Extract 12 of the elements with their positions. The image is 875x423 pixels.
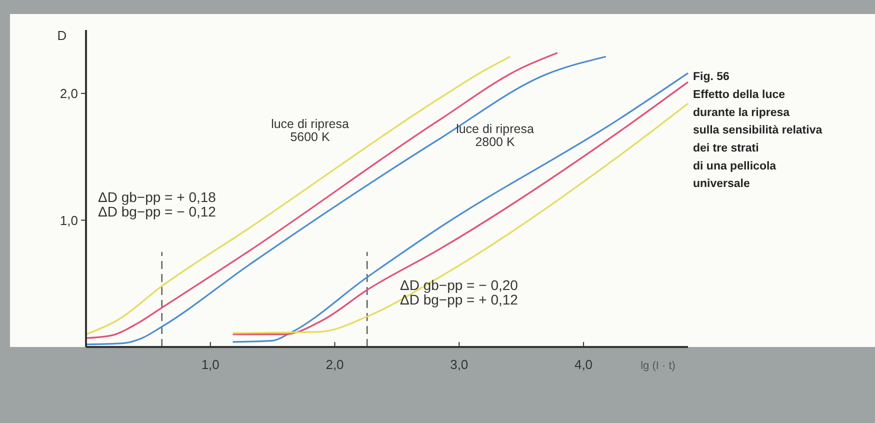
annotation: luce di ripresa 2800 K <box>456 122 534 150</box>
text: Fig. 56 <box>693 71 730 83</box>
x-axis-title: lg (I · t) <box>640 360 676 372</box>
x-tick-label: 4,0 <box>574 357 593 372</box>
annotation: ΔD gb−pp = − 0,20 ΔD bg−pp = + 0,12 <box>400 277 518 308</box>
text: Effetto della luce durante la ripresa sulla sensibilità relativa dei tre strati di una pellicola universale <box>693 89 823 190</box>
annotation: ΔD gb−pp = + 0,18 ΔD bg−pp = − 0,12 <box>98 189 216 220</box>
x-tick-label: 3,0 <box>450 357 468 372</box>
x-tick-label: 2,0 <box>326 357 344 372</box>
annotation: luce di ripresa 5600 K <box>271 117 349 144</box>
x-tick-label: 1,0 <box>201 357 220 372</box>
y-axis-title: D <box>57 28 67 43</box>
